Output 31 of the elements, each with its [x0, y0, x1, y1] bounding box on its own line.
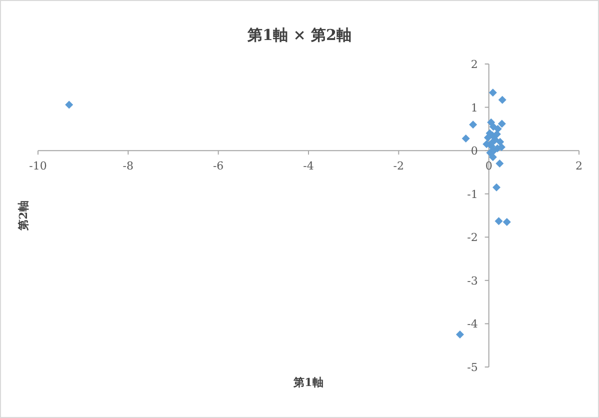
point — [65, 100, 74, 109]
point — [462, 134, 470, 142]
x-tick-label: 0 — [485, 160, 492, 173]
point — [484, 134, 492, 142]
y-tick-label: -5 — [467, 361, 478, 374]
point — [492, 183, 500, 192]
x-axis-title: 第1軸 — [292, 376, 324, 389]
point — [498, 96, 506, 104]
x-tick-label: -6 — [212, 160, 224, 173]
point — [456, 330, 464, 339]
point — [488, 153, 497, 162]
y-tick-label: -2 — [467, 231, 478, 244]
point — [469, 120, 478, 129]
y-tick-label: -4 — [467, 318, 478, 331]
y-tick-label: 2 — [470, 58, 478, 71]
point — [502, 218, 511, 226]
y-tick-label: 0 — [470, 144, 478, 158]
x-tick-label: -2 — [393, 160, 404, 173]
y-tick-label: 1 — [470, 101, 478, 114]
x-tick-label: -10 — [29, 160, 47, 173]
y-tick-label: -1 — [467, 188, 478, 201]
point — [494, 217, 503, 226]
chart-title: 第1軸 × 第2軸 — [246, 26, 352, 44]
x-tick-label: 2 — [576, 160, 582, 173]
y-axis-title: 第2軸 — [17, 200, 30, 232]
x-tick-label: -8 — [122, 160, 134, 173]
point — [498, 120, 506, 128]
point — [488, 88, 497, 97]
x-tick-label: -4 — [303, 160, 314, 173]
y-tick-label: -3 — [467, 274, 478, 288]
point — [496, 160, 504, 168]
